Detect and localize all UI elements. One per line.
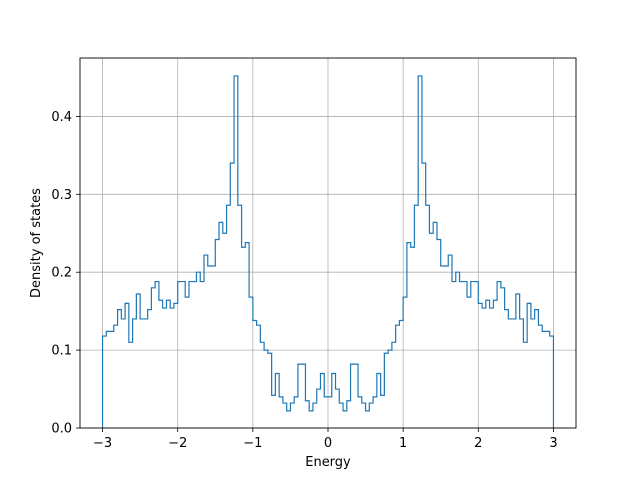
y-tick-label: 0.0 [51, 422, 72, 437]
y-tick-label: 0.2 [51, 266, 72, 281]
histogram-step-line [101, 75, 555, 428]
y-tick-label: 0.3 [51, 188, 72, 203]
x-tick-label: 0 [324, 436, 332, 451]
y-axis-label: Density of states [29, 188, 44, 298]
y-axis: 0.0 0.1 0.2 0.3 0.4 [51, 110, 80, 437]
x-tick-label: 3 [549, 436, 557, 451]
y-tick-label: 0.1 [51, 344, 72, 359]
y-tick-label: 0.4 [51, 110, 72, 125]
x-tick-label: −3 [93, 436, 112, 451]
x-axis: −3 −2 −1 0 1 2 3 [93, 428, 558, 451]
x-tick-label: 2 [474, 436, 482, 451]
x-axis-label: Energy [305, 455, 351, 470]
x-tick-label: 1 [399, 436, 407, 451]
x-tick-label: −2 [168, 436, 187, 451]
x-tick-label: −1 [243, 436, 262, 451]
